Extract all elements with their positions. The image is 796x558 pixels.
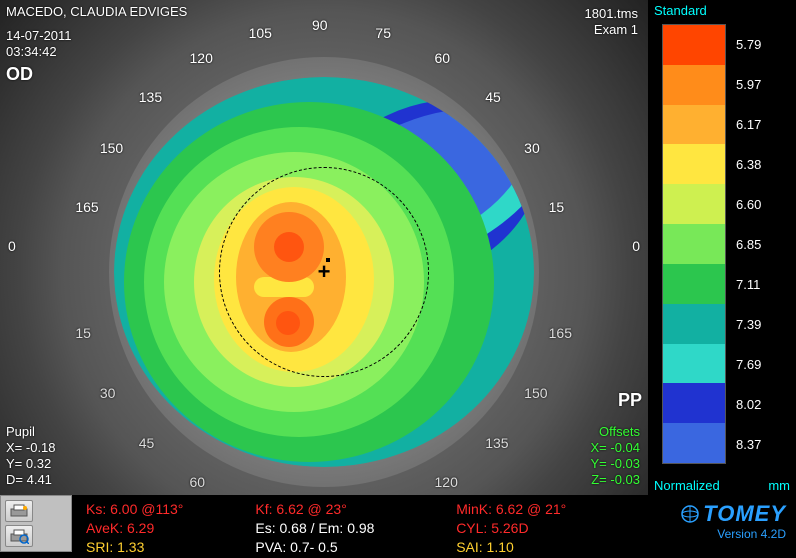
offsets-y: Y= -0.03 — [590, 456, 640, 471]
stat-sri: SRI: 1.33 — [86, 539, 253, 556]
offsets-title: Offsets — [599, 424, 640, 439]
legend-step — [663, 224, 725, 264]
offsets-x: X= -0.04 — [590, 440, 640, 455]
stat-ks: Ks: 6.00 @113° — [86, 501, 253, 518]
legend-step — [663, 383, 725, 423]
exam-time: 03:34:42 — [6, 44, 57, 59]
angle-label: 15 — [549, 199, 565, 215]
angle-0-left: 0 — [8, 238, 16, 254]
legend-step — [663, 184, 725, 224]
map-mode: PP — [618, 390, 642, 411]
print-preview-icon — [9, 528, 29, 544]
legend-labels: 5.79 5.97 6.17 6.38 6.60 6.85 7.11 7.39 7.69 8.02… — [736, 24, 761, 464]
stat-es: Es: 0.68 / Em: 0.98 — [255, 520, 454, 537]
print-button[interactable] — [5, 500, 33, 522]
stat-mink: MinK: 6.62 @ 21° — [456, 501, 642, 518]
brand-name: TOMEY — [703, 501, 786, 527]
legend-footer-left: Normalized — [654, 478, 720, 493]
offsets-z: Z= -0.03 — [591, 472, 640, 487]
print-preview-button[interactable] — [5, 525, 33, 547]
legend-step — [663, 423, 725, 463]
stat-pva: PVA: 0.7- 0.5 — [255, 539, 454, 556]
angle-label: 45 — [139, 435, 155, 451]
brand-logo: TOMEY — [656, 501, 786, 527]
angle-label: 105 — [249, 25, 272, 41]
color-legend: Standard 5.79 5.97 6.17 6.38 6.60 6.85 7.11 7.3… — [648, 0, 796, 495]
topography-map-panel: + MACEDO, CLAUDIA EDVIGES 14-07-2011 03:… — [0, 0, 648, 495]
legend-label: 8.02 — [736, 397, 761, 412]
center-dot — [326, 258, 330, 262]
angle-label: 60 — [190, 474, 206, 490]
status-bar: Ks: 6.00 @113° Kf: 6.62 @ 23° MinK: 6.62… — [0, 495, 796, 552]
pupil-title: Pupil — [6, 424, 35, 439]
angle-label: 60 — [435, 50, 451, 66]
legend-label: 6.60 — [736, 197, 761, 212]
legend-step — [663, 144, 725, 184]
legend-step — [663, 65, 725, 105]
angle-label: 135 — [139, 89, 162, 105]
brand-version: Version 4.2D — [656, 527, 786, 541]
legend-step — [663, 304, 725, 344]
legend-label: 7.11 — [736, 277, 761, 292]
eye-label: OD — [6, 64, 33, 85]
exam-date: 14-07-2011 — [6, 28, 72, 43]
angle-label: 15 — [75, 325, 91, 341]
stats-panel: Ks: 6.00 @113° Kf: 6.62 @ 23° MinK: 6.62… — [72, 495, 656, 552]
angle-label: 30 — [100, 385, 116, 401]
legend-label: 6.38 — [736, 157, 761, 172]
angle-label: 135 — [485, 435, 508, 451]
angle-label: 75 — [375, 25, 391, 41]
pupil-d: D= 4.41 — [6, 472, 52, 487]
legend-label: 7.39 — [736, 317, 761, 332]
exam-number: Exam 1 — [594, 22, 638, 37]
topography-app: + MACEDO, CLAUDIA EDVIGES 14-07-2011 03:… — [0, 0, 796, 552]
angle-label: 165 — [75, 199, 98, 215]
legend-bar — [662, 24, 726, 464]
legend-label: 7.69 — [736, 357, 761, 372]
legend-step — [663, 264, 725, 304]
legend-label: 6.17 — [736, 117, 761, 132]
legend-label: 8.37 — [736, 437, 761, 452]
stat-avek: AveK: 6.29 — [86, 520, 253, 537]
legend-footer: Normalized mm — [654, 478, 790, 493]
print-icon — [9, 503, 29, 519]
legend-label: 6.85 — [736, 237, 761, 252]
angle-label: 150 — [524, 385, 547, 401]
stat-sai: SAI: 1.10 — [456, 539, 642, 556]
legend-step — [663, 105, 725, 145]
patient-name: MACEDO, CLAUDIA EDVIGES — [6, 4, 187, 19]
angle-label: 165 — [549, 325, 572, 341]
globe-icon — [680, 504, 700, 524]
legend-step — [663, 344, 725, 384]
angle-label: 30 — [524, 140, 540, 156]
pupil-x: X= -0.18 — [6, 440, 56, 455]
stat-cyl: CYL: 5.26D — [456, 520, 642, 537]
exam-file: 1801.tms — [585, 6, 638, 21]
stat-kf: Kf: 6.62 @ 23° — [255, 501, 454, 518]
angle-label: 150 — [100, 140, 123, 156]
angle-label: 45 — [485, 89, 501, 105]
toolbar — [0, 495, 72, 552]
angle-label: 90 — [312, 17, 328, 33]
legend-label: 5.79 — [736, 37, 761, 52]
legend-footer-right: mm — [768, 478, 790, 493]
angle-label: 120 — [190, 50, 213, 66]
center-cross: + — [318, 259, 331, 285]
angle-label: 120 — [435, 474, 458, 490]
legend-title: Standard — [648, 0, 796, 21]
pupil-y: Y= 0.32 — [6, 456, 51, 471]
legend-step — [663, 25, 725, 65]
legend-label: 5.97 — [736, 77, 761, 92]
brand-block: TOMEY Version 4.2D — [656, 495, 796, 552]
angle-0-right: 0 — [632, 238, 640, 254]
